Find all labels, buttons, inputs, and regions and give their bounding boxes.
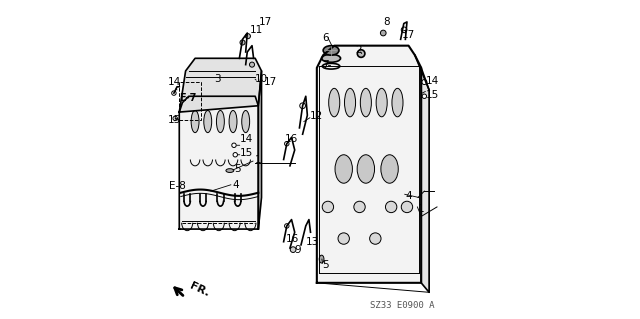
- Text: 9: 9: [294, 245, 301, 255]
- Circle shape: [422, 79, 427, 85]
- Text: 3: 3: [214, 74, 221, 84]
- Text: 13: 13: [306, 237, 319, 247]
- Text: 12: 12: [310, 111, 323, 121]
- Ellipse shape: [226, 169, 234, 173]
- Circle shape: [322, 201, 333, 213]
- Circle shape: [245, 33, 250, 39]
- Text: 16: 16: [286, 234, 300, 244]
- Circle shape: [338, 233, 349, 244]
- Text: 1: 1: [418, 204, 425, 213]
- Text: 5: 5: [323, 260, 329, 271]
- Text: 1: 1: [255, 155, 262, 166]
- Circle shape: [172, 91, 176, 95]
- Text: 15: 15: [426, 90, 439, 100]
- Circle shape: [291, 247, 296, 252]
- Circle shape: [173, 116, 177, 121]
- Circle shape: [300, 103, 305, 108]
- Text: 17: 17: [402, 30, 415, 40]
- Circle shape: [385, 201, 397, 213]
- Ellipse shape: [344, 88, 356, 117]
- Text: 11: 11: [250, 25, 263, 35]
- Circle shape: [370, 233, 381, 244]
- Ellipse shape: [360, 88, 371, 117]
- Circle shape: [250, 62, 255, 67]
- Ellipse shape: [335, 155, 353, 183]
- Ellipse shape: [191, 110, 199, 133]
- Text: 2: 2: [355, 45, 362, 56]
- Text: 4: 4: [232, 180, 239, 190]
- Circle shape: [232, 143, 236, 147]
- Text: 15: 15: [240, 148, 253, 158]
- Polygon shape: [259, 71, 262, 229]
- Text: E-7: E-7: [179, 93, 196, 103]
- Text: FR.: FR.: [188, 280, 211, 298]
- Text: 16: 16: [285, 134, 298, 144]
- Text: 8: 8: [383, 17, 390, 27]
- Circle shape: [354, 201, 365, 213]
- Ellipse shape: [392, 88, 403, 117]
- Text: 7: 7: [323, 60, 329, 70]
- Ellipse shape: [321, 54, 340, 62]
- Text: 14: 14: [426, 76, 439, 86]
- Circle shape: [401, 27, 407, 33]
- Circle shape: [401, 201, 413, 213]
- Ellipse shape: [376, 88, 387, 117]
- Ellipse shape: [319, 255, 324, 263]
- Text: 6: 6: [323, 33, 329, 43]
- Text: 4: 4: [405, 191, 412, 201]
- Circle shape: [285, 141, 289, 146]
- Ellipse shape: [242, 110, 250, 133]
- Ellipse shape: [204, 110, 212, 133]
- Circle shape: [240, 40, 245, 45]
- Ellipse shape: [329, 88, 340, 117]
- Text: 15: 15: [168, 115, 182, 125]
- Text: 14: 14: [168, 77, 182, 87]
- Circle shape: [233, 152, 237, 157]
- Ellipse shape: [216, 110, 225, 133]
- Text: 14: 14: [240, 134, 253, 144]
- Text: 5: 5: [235, 164, 241, 174]
- Ellipse shape: [357, 155, 374, 183]
- Circle shape: [285, 224, 289, 228]
- Text: 17: 17: [259, 17, 271, 27]
- Text: E-8: E-8: [169, 182, 186, 191]
- Ellipse shape: [323, 46, 339, 55]
- Circle shape: [357, 50, 365, 57]
- Text: 10: 10: [255, 74, 268, 84]
- Polygon shape: [317, 46, 421, 283]
- Circle shape: [380, 30, 386, 36]
- Text: SZ33 E0900 A: SZ33 E0900 A: [370, 301, 435, 310]
- Circle shape: [422, 94, 427, 99]
- Polygon shape: [179, 58, 262, 112]
- Ellipse shape: [229, 110, 237, 133]
- Text: 17: 17: [264, 77, 277, 87]
- Ellipse shape: [381, 155, 398, 183]
- Polygon shape: [179, 96, 259, 229]
- Polygon shape: [421, 68, 429, 292]
